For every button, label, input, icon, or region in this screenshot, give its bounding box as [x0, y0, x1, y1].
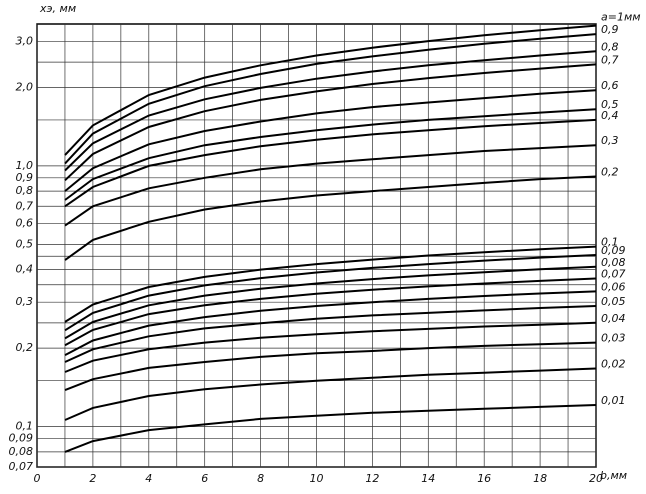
- curve: [64, 341, 597, 392]
- series-label: 0,8: [601, 40, 619, 53]
- curve: [64, 305, 597, 363]
- series-label: 0,02: [601, 358, 626, 371]
- curve: [64, 108, 597, 201]
- series-label: 0,09: [601, 244, 626, 257]
- series-label: a=1мм: [601, 11, 641, 24]
- curve: [64, 175, 597, 261]
- curve: [64, 245, 597, 323]
- series-label: 0,5: [601, 98, 619, 111]
- curve: [64, 265, 597, 340]
- series-label: 0,1: [601, 236, 619, 249]
- series-label: 0,07: [601, 267, 626, 280]
- x-tick-label: 16: [477, 472, 491, 485]
- curve: [64, 367, 597, 421]
- curve: [64, 63, 597, 182]
- series-label: 0,04: [601, 312, 626, 325]
- curve: [64, 321, 597, 373]
- y-axis-label: xэ, мм: [39, 2, 76, 15]
- curve: [64, 404, 597, 453]
- y-tick-label: 0,09: [9, 432, 34, 445]
- y-tick-label: 1,0: [16, 159, 34, 172]
- y-tick-label: 0,7: [16, 199, 34, 212]
- x-tick-label: 12: [365, 472, 379, 485]
- series-label: 0,2: [601, 166, 619, 179]
- y-tick-label: 0,1: [16, 420, 34, 433]
- y-tick-label: 0,3: [16, 295, 34, 308]
- series-label: 0,3: [601, 134, 619, 147]
- series-label: 0,01: [601, 394, 626, 407]
- curve: [64, 290, 597, 356]
- curve: [64, 50, 597, 172]
- y-tick-label: 0,8: [16, 184, 34, 197]
- x-tick-label: 20: [589, 472, 603, 485]
- x-tick-label: 0: [34, 472, 41, 485]
- curve: [64, 33, 597, 165]
- x-tick-label: 4: [145, 472, 152, 485]
- series-label: 0,08: [601, 256, 626, 269]
- y-tick-label: 2,0: [16, 80, 34, 93]
- y-tick-label: 0,6: [16, 217, 34, 230]
- y-tick-label: 0,5: [16, 237, 34, 250]
- curve: [64, 118, 597, 208]
- x-tick-label: 18: [533, 472, 547, 485]
- y-tick-label: 0,4: [16, 263, 34, 276]
- x-tick-label: 8: [257, 472, 264, 485]
- series-label: 0,03: [601, 332, 626, 345]
- y-tick-label: 3,0: [16, 34, 34, 47]
- y-tick-label: 0,2: [16, 341, 34, 354]
- x-tick-label: 14: [421, 472, 435, 485]
- curve: [64, 144, 597, 227]
- curve: [64, 277, 597, 347]
- y-tick-label: 0,08: [9, 445, 34, 458]
- curve: [64, 24, 597, 156]
- x-tick-label: 10: [310, 472, 324, 485]
- curve: [64, 254, 597, 332]
- y-tick-label: 0,9: [16, 171, 34, 184]
- series-label: 0,05: [601, 295, 626, 308]
- series-label: 0,6: [601, 79, 619, 92]
- y-tick-label: 0,07: [9, 460, 34, 473]
- curve: [64, 89, 597, 192]
- series-label: 0,9: [601, 23, 619, 36]
- series-label: 0,06: [601, 280, 626, 293]
- x-tick-label: 6: [201, 472, 208, 485]
- x-axis-label: b,мм: [600, 469, 627, 482]
- series-label: 0,4: [601, 109, 619, 122]
- x-tick-label: 2: [89, 472, 96, 485]
- series-label: 0,7: [601, 53, 619, 66]
